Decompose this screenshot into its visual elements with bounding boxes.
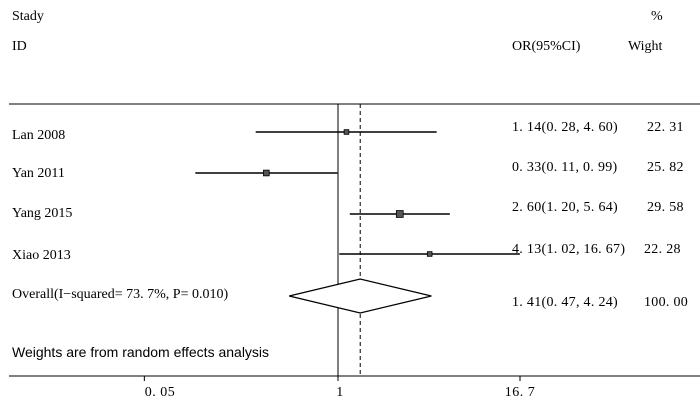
weight-value: 22. 31: [647, 120, 684, 135]
x-tick-label: 1: [336, 385, 344, 400]
percent-header: %: [651, 9, 663, 24]
or-ci-value: 0. 33(0. 11, 0. 99): [512, 160, 618, 175]
overall-weight-value: 100. 00: [644, 295, 689, 310]
or-ci-value: 1. 14(0. 28, 4. 60): [512, 120, 619, 135]
point-estimate-marker: [343, 129, 350, 135]
point-estimate-marker: [426, 251, 433, 257]
study-label: Yan 2011: [12, 166, 65, 181]
weight-value: 29. 58: [647, 200, 684, 215]
x-tick-label: 0. 05: [144, 385, 176, 400]
or-ci-header: OR(95%CI): [512, 39, 581, 54]
point-estimate-marker: [395, 210, 404, 218]
id-header: ID: [12, 39, 27, 54]
study-label: Yang 2015: [12, 206, 73, 221]
overall-or-ci-value: 1. 41(0. 47, 4. 24): [512, 295, 619, 310]
weight-header: Wight: [628, 39, 663, 54]
point-estimate-marker: [263, 169, 270, 177]
study-label: Lan 2008: [12, 128, 66, 143]
x-tick-label: 16. 7: [504, 385, 536, 400]
overall-label: Overall(I−squared= 73. 7%, P= 0.010): [12, 287, 229, 302]
footnote: Weights are from random effects analysis: [12, 344, 270, 360]
study-label: Xiao 2013: [12, 248, 71, 263]
weight-value: 25. 82: [647, 160, 684, 175]
or-ci-value: 2. 60(1. 20, 5. 64): [512, 200, 619, 215]
weight-value: 22. 28: [644, 242, 681, 257]
overall-diamond: [289, 278, 432, 314]
or-ci-value: 4. 13(1. 02, 16. 67): [512, 242, 626, 257]
study-header: Stady: [12, 9, 44, 24]
